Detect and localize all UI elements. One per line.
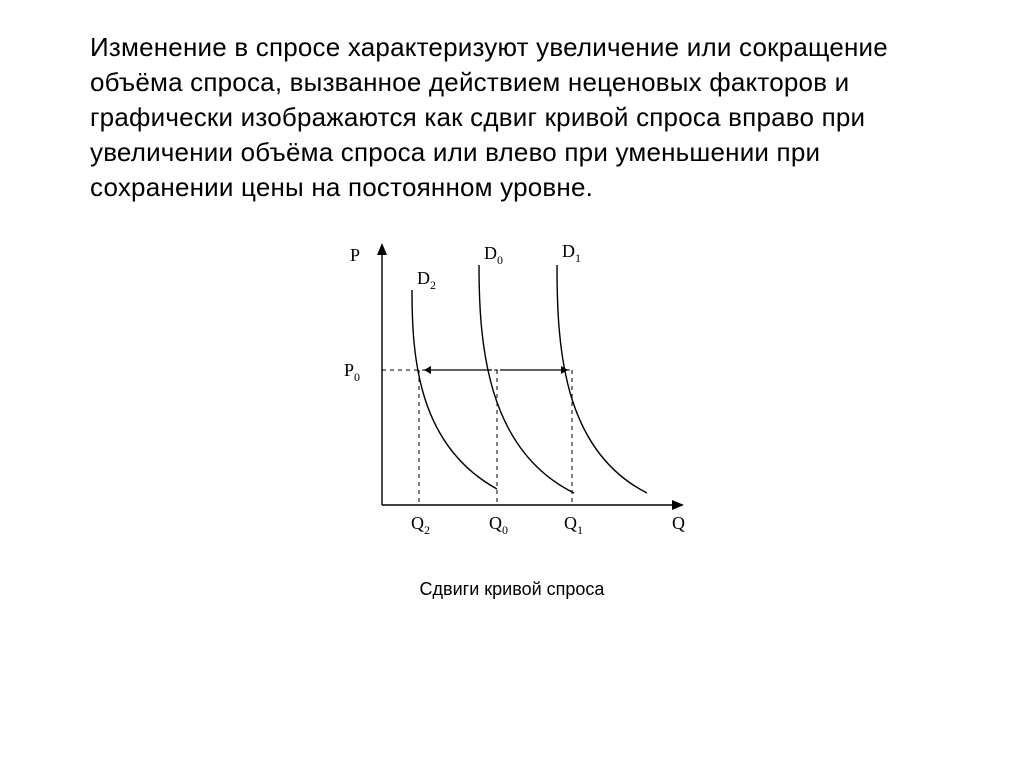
label-Q1: Q1 (564, 513, 583, 537)
shift-left-arrow-head (424, 366, 431, 374)
label-Q2: Q2 (411, 513, 430, 537)
main-paragraph: Изменение в спросе характеризуют увеличе… (90, 30, 934, 205)
curve-D2 (412, 290, 497, 489)
demand-shift-chart: P Q P0 Q2 Q0 Q1 D2 D0 D1 (312, 235, 712, 565)
curve-label-D0: D0 (484, 243, 503, 267)
curve-label-D2: D2 (417, 268, 436, 292)
y-axis-label: P (350, 245, 360, 265)
x-axis-label: Q (672, 513, 685, 533)
chart-caption: Сдвиги кривой спроса (420, 579, 605, 600)
y-axis-arrow (377, 243, 387, 255)
curve-label-D1: D1 (562, 241, 581, 265)
p0-label: P0 (344, 360, 360, 384)
label-Q0: Q0 (489, 513, 508, 537)
x-axis-arrow (672, 500, 684, 510)
curve-D0 (479, 265, 574, 493)
curve-D1 (557, 265, 647, 493)
